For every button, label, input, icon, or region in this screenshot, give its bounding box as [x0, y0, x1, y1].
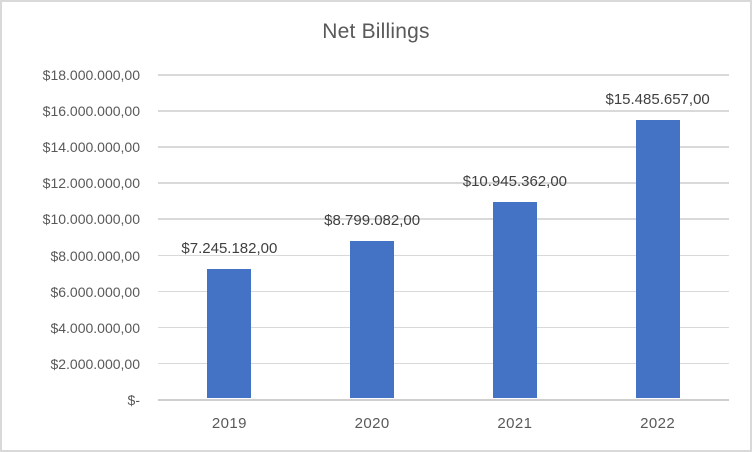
x-axis-category-label: 2019: [211, 415, 247, 432]
gridline: [158, 326, 729, 329]
x-axis-category-label: 2022: [640, 415, 676, 432]
bar-value-label: $8.799.082,00: [324, 212, 421, 230]
y-axis-tick-label: $12.000.000,00: [42, 175, 140, 192]
y-axis-tick-label: $8.000.000,00: [50, 247, 140, 264]
bar-2022: [635, 120, 680, 398]
gridline: [158, 254, 729, 257]
x-axis-category-label: 2020: [354, 415, 390, 432]
plot-area: $- $2.000.000,00 $4.000.000,00 $6.000.000,0…: [43, 67, 729, 432]
bar-2019: [207, 269, 252, 398]
y-axis-tick-label: $14.000.000,00: [42, 139, 140, 156]
y-axis-tick-label: $16.000.000,00: [42, 103, 140, 120]
x-axis-category-label: 2021: [497, 415, 533, 432]
y-axis-tick-label: $4.000.000,00: [50, 319, 140, 336]
bar-2021: [492, 202, 537, 398]
y-axis-tick-label: $2.000.000,00: [50, 355, 140, 372]
gridline: [158, 362, 729, 365]
gridline: [158, 182, 729, 184]
gridline: [158, 290, 729, 293]
chart-title: Net Billings: [322, 20, 430, 43]
gridline: [158, 74, 729, 76]
y-axis-tick-label: $6.000.000,00: [50, 283, 140, 300]
bar-value-label: $7.245.182,00: [181, 240, 278, 258]
gridline: [158, 146, 729, 148]
bar-value-label: $10.945.362,00: [462, 173, 568, 191]
y-axis-tick-label: $-: [127, 392, 140, 408]
x-axis-line: [158, 399, 729, 401]
gridline: [158, 218, 729, 220]
bar-2020: [350, 241, 395, 398]
gridline: [158, 110, 729, 112]
bar-value-label: $15.485.657,00: [605, 91, 710, 109]
y-axis-tick-label: $10.000.000,00: [42, 211, 140, 228]
y-axis-tick-label: $18.000.000,00: [42, 67, 140, 83]
